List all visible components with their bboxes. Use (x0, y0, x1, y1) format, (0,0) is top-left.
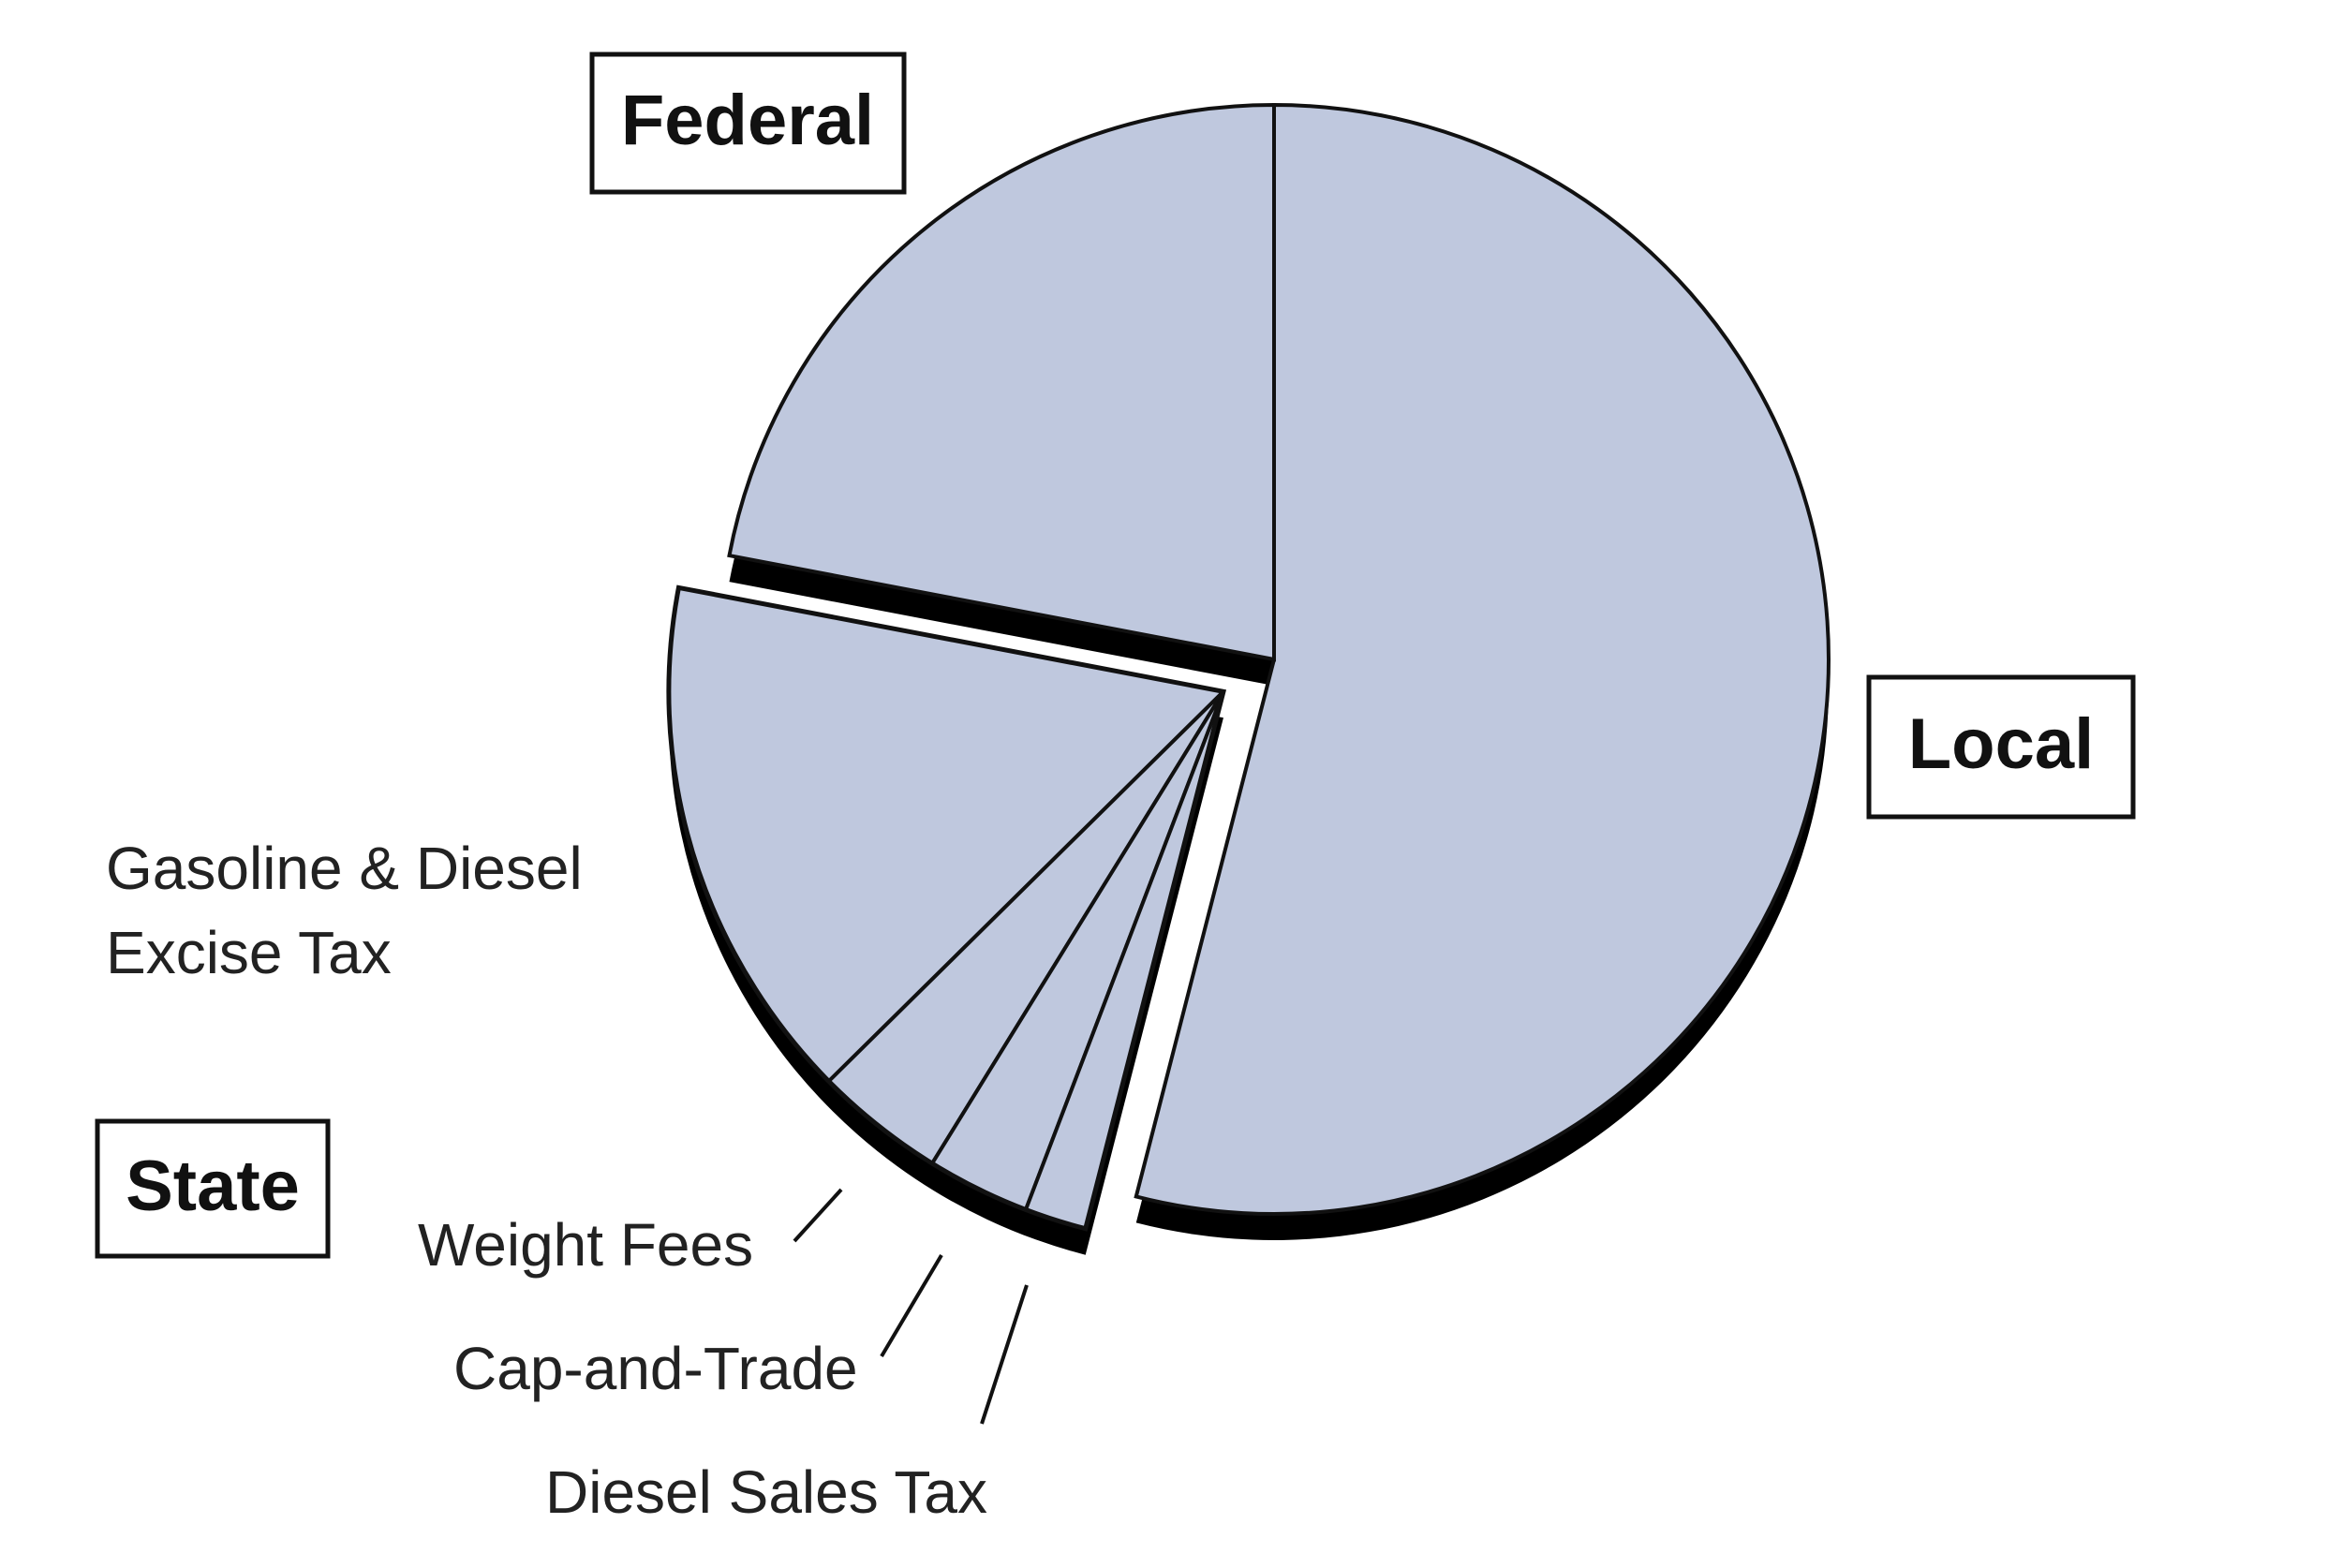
slice-label: Diesel Sales Tax (545, 1458, 987, 1526)
leader-line (793, 1188, 843, 1243)
federal-label: Federal (621, 81, 874, 160)
leader-line (880, 1253, 943, 1358)
leader-line (980, 1284, 1029, 1425)
local-label: Local (1908, 704, 2095, 784)
slice (1134, 102, 1831, 1216)
slice-label: Gasoline & Diesel Excise Tax (106, 835, 583, 986)
pie (666, 102, 1831, 1255)
label-box (1866, 674, 2136, 820)
leader-lines (793, 1188, 1029, 1425)
slice (727, 102, 1276, 662)
slice-label: Weight Fees (418, 1211, 753, 1279)
label-box (95, 1118, 331, 1259)
state-label: State (126, 1146, 300, 1226)
label-box (589, 52, 907, 195)
slice-outline (666, 584, 1227, 1232)
slice-label: Cap-and-Trade (453, 1335, 858, 1402)
